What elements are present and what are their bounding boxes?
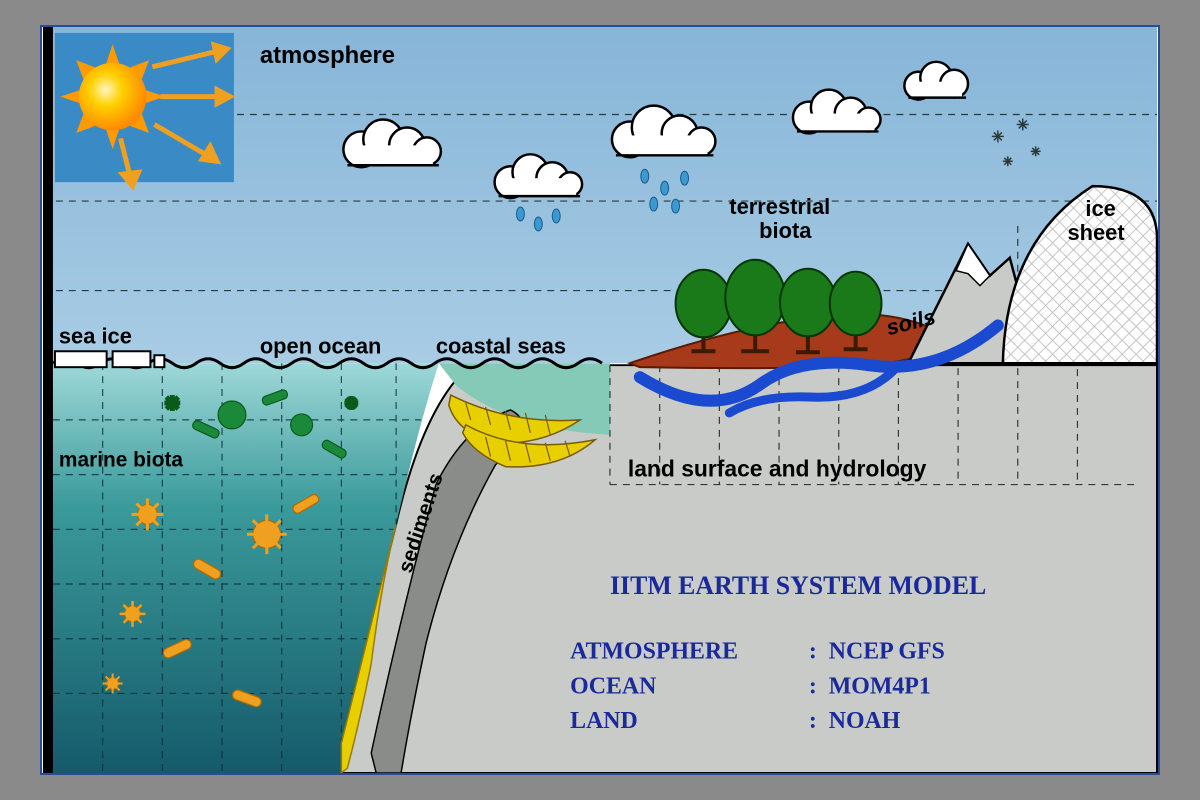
- model-row-0-sep: :: [809, 639, 817, 665]
- model-row-2-sep: :: [809, 708, 817, 734]
- label-atmosphere: atmosphere: [260, 42, 395, 69]
- model-row-1-val: MOM4P1: [829, 673, 931, 699]
- label-ice-sheet-2: sheet: [1067, 220, 1125, 245]
- model-title: IITM EARTH SYSTEM MODEL: [610, 571, 986, 600]
- label-land-surface: land surface and hydrology: [628, 456, 927, 482]
- label-open-ocean: open ocean: [260, 333, 382, 358]
- label-sea-ice: sea ice: [59, 323, 132, 348]
- label-coastal-seas: coastal seas: [436, 333, 566, 358]
- label-terrestrial-biota-2: biota: [759, 218, 812, 243]
- model-row-1-sep: :: [809, 673, 817, 699]
- model-row-2-key: LAND: [570, 708, 638, 734]
- earth-system-diagram: atmosphere sea ice open ocean coastal se…: [42, 27, 1158, 773]
- diagram-frame: atmosphere sea ice open ocean coastal se…: [40, 25, 1160, 775]
- sun-panel: [55, 33, 234, 186]
- model-row-1-key: OCEAN: [570, 673, 656, 699]
- model-row-0-key: ATMOSPHERE: [570, 639, 738, 665]
- label-ice-sheet-1: ice: [1085, 196, 1115, 221]
- model-row-0-val: NCEP GFS: [829, 639, 945, 665]
- label-marine-biota: marine biota: [59, 449, 184, 472]
- label-terrestrial-biota-1: terrestrial: [729, 194, 830, 219]
- left-margin: [43, 27, 53, 773]
- model-row-2-val: NOAH: [829, 708, 901, 734]
